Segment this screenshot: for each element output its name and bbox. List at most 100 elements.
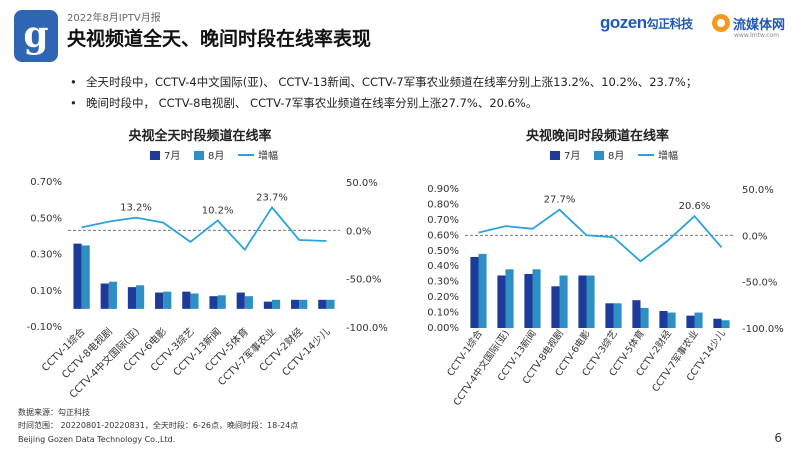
growth-line: [478, 208, 723, 263]
bullet-item: • 全天时段中，CCTV-4中文国际(亚)、 CCTV-13新闻、CCTV-7军…: [70, 72, 790, 93]
left-axis-tick-label: 0.50%: [427, 246, 459, 257]
left-axis-tick-label: 0.60%: [427, 230, 459, 241]
bullet-item: • 晚间时段中， CCTV-8电视剧、 CCTV-7军事农业频道在线率分别上涨2…: [70, 93, 790, 114]
bar-august: [478, 253, 487, 328]
right-axis-tick-label: -50.0%: [742, 278, 777, 289]
legend-label-growth: 增幅: [658, 149, 678, 162]
bar-august: [694, 312, 703, 328]
bullet-marker: •: [70, 75, 77, 89]
bar-august: [326, 299, 335, 309]
right-axis-tick-label: -50.0%: [346, 275, 381, 286]
bar-august: [163, 291, 172, 309]
bar-august: [190, 293, 199, 309]
growth-annotation: 20.6%: [679, 201, 711, 212]
report-tag: 2022年8月IPTV月报: [67, 13, 161, 24]
bar-august: [81, 245, 90, 309]
bar-july: [713, 318, 722, 328]
gozen-brand-cn: 勾正科技: [646, 17, 694, 31]
bar-july: [155, 292, 164, 309]
left-axis-tick-label: 0.10%: [30, 286, 62, 297]
bar-august: [136, 285, 145, 309]
chart-all-day-svg: 7月 8月 增幅 0.70% 0.50% 0.30% 0.10% -0.10% 50.0% 0.0…: [27, 149, 388, 401]
bar-august: [586, 275, 595, 328]
growth-annotation: 23.7%: [256, 192, 288, 203]
bar-july: [100, 283, 109, 309]
legend-label-august: 8月: [208, 150, 224, 162]
left-axis-tick-label: 0.70%: [30, 177, 62, 188]
bar-july: [605, 303, 614, 328]
bar-july: [632, 300, 641, 328]
legend-label-july: 7月: [564, 150, 580, 162]
bar-july: [209, 296, 218, 309]
bullet-text: 晚间时段中， CCTV-8电视剧、 CCTV-7军事农业频道在线率分别上涨27.…: [86, 96, 538, 110]
chart-evening: 央视晚间时段频道在线率 7月 8月 增幅 0.90% 0.80% 0.70% 0.60% 0.…: [400, 125, 795, 425]
legend-swatch-august: [594, 151, 604, 160]
bar-august: [640, 307, 649, 328]
bar-july: [263, 301, 272, 309]
lmtw-brand-logo: 流媒体网 www.lmtw.com: [712, 13, 792, 43]
legend-swatch-july: [550, 151, 560, 160]
left-axis-tick-label: -0.10%: [27, 322, 62, 333]
growth-annotation: 10.2%: [202, 205, 234, 216]
bar-july: [73, 243, 82, 309]
legend-swatch-august: [194, 151, 204, 160]
data-source: 数据来源：勾正科技: [18, 408, 90, 417]
bar-july: [524, 273, 533, 328]
right-axis-tick-label: 0.0%: [742, 231, 767, 242]
chart-title: 央视全天时段频道在线率: [128, 129, 272, 144]
left-axis-tick-label: 0.10%: [427, 308, 459, 319]
bar-august: [667, 312, 676, 328]
left-axis-tick-label: 0.30%: [427, 277, 459, 288]
right-axis-tick-label: 50.0%: [346, 178, 378, 189]
bullet-text: 全天时段中，CCTV-4中文国际(亚)、 CCTV-13新闻、CCTV-7军事农…: [86, 75, 698, 89]
company-name: Beijing Gozen Data Technology Co.,Ltd.: [18, 435, 176, 444]
bar-august: [299, 299, 308, 309]
growth-annotation: 27.7%: [544, 195, 576, 206]
bar-july: [578, 275, 587, 328]
bar-july: [497, 275, 506, 328]
gozen-logo-icon: g: [14, 10, 58, 62]
gozen-brand-logo: gozen勾正科技: [600, 13, 693, 33]
left-axis-tick-label: 0.90%: [427, 184, 459, 195]
left-axis-tick-label: 0.70%: [427, 215, 459, 226]
bar-august: [108, 281, 117, 309]
page-number: 6: [774, 431, 782, 445]
left-axis-tick-label: 0.00%: [427, 323, 459, 334]
legend-label-growth: 增幅: [258, 149, 278, 162]
legend-label-july: 7月: [164, 150, 180, 162]
bar-august: [244, 296, 253, 309]
bar-july: [291, 299, 300, 309]
bar-july: [127, 287, 136, 309]
bar-august: [559, 275, 568, 328]
left-axis-tick-label: 0.50%: [30, 213, 62, 224]
bar-july: [551, 286, 560, 328]
left-axis-tick-label: 0.40%: [427, 261, 459, 272]
right-axis-tick-label: -100.0%: [346, 323, 388, 334]
time-range: 时间范围： 20220801-20220831，全天时段：6-26点，晚间时段：…: [18, 421, 299, 430]
gozen-brand-name: gozen: [600, 13, 647, 32]
bar-july: [686, 315, 695, 328]
chart-title: 央视晚间时段频道在线率: [525, 129, 669, 144]
bar-august: [613, 303, 622, 328]
left-axis-tick-label: 0.30%: [30, 250, 62, 261]
category-label: CCTV-14少儿: [280, 326, 333, 379]
bar-july: [659, 311, 668, 328]
legend-label-august: 8月: [608, 150, 624, 162]
left-axis-tick-label: 0.80%: [427, 199, 459, 210]
growth-annotation: 13.2%: [120, 203, 152, 214]
bar-july: [236, 292, 245, 309]
chart-all-day: 央视全天时段频道在线率 7月 8月 增幅 0.70% 0.50% 0.30% 0.10% -0…: [10, 125, 390, 405]
left-axis-tick-label: 0.20%: [427, 292, 459, 303]
bar-august: [532, 269, 541, 328]
bar-july: [470, 256, 479, 328]
bar-august: [505, 269, 514, 328]
bar-july: [318, 299, 327, 309]
lmtw-brand-name: 流媒体网: [733, 18, 786, 33]
right-axis-tick-label: -100.0%: [742, 324, 784, 335]
growth-line: [81, 205, 327, 252]
lmtw-brand-url: www.lmtw.com: [734, 32, 780, 39]
chart-evening-svg: 7月 8月 增幅 0.90% 0.80% 0.70% 0.60% 0.50% 0.40% 0.30…: [427, 149, 784, 408]
summary-bullets: • 全天时段中，CCTV-4中文国际(亚)、 CCTV-13新闻、CCTV-7军…: [70, 72, 790, 114]
bar-august: [272, 299, 281, 309]
right-axis-tick-label: 0.0%: [346, 226, 371, 237]
